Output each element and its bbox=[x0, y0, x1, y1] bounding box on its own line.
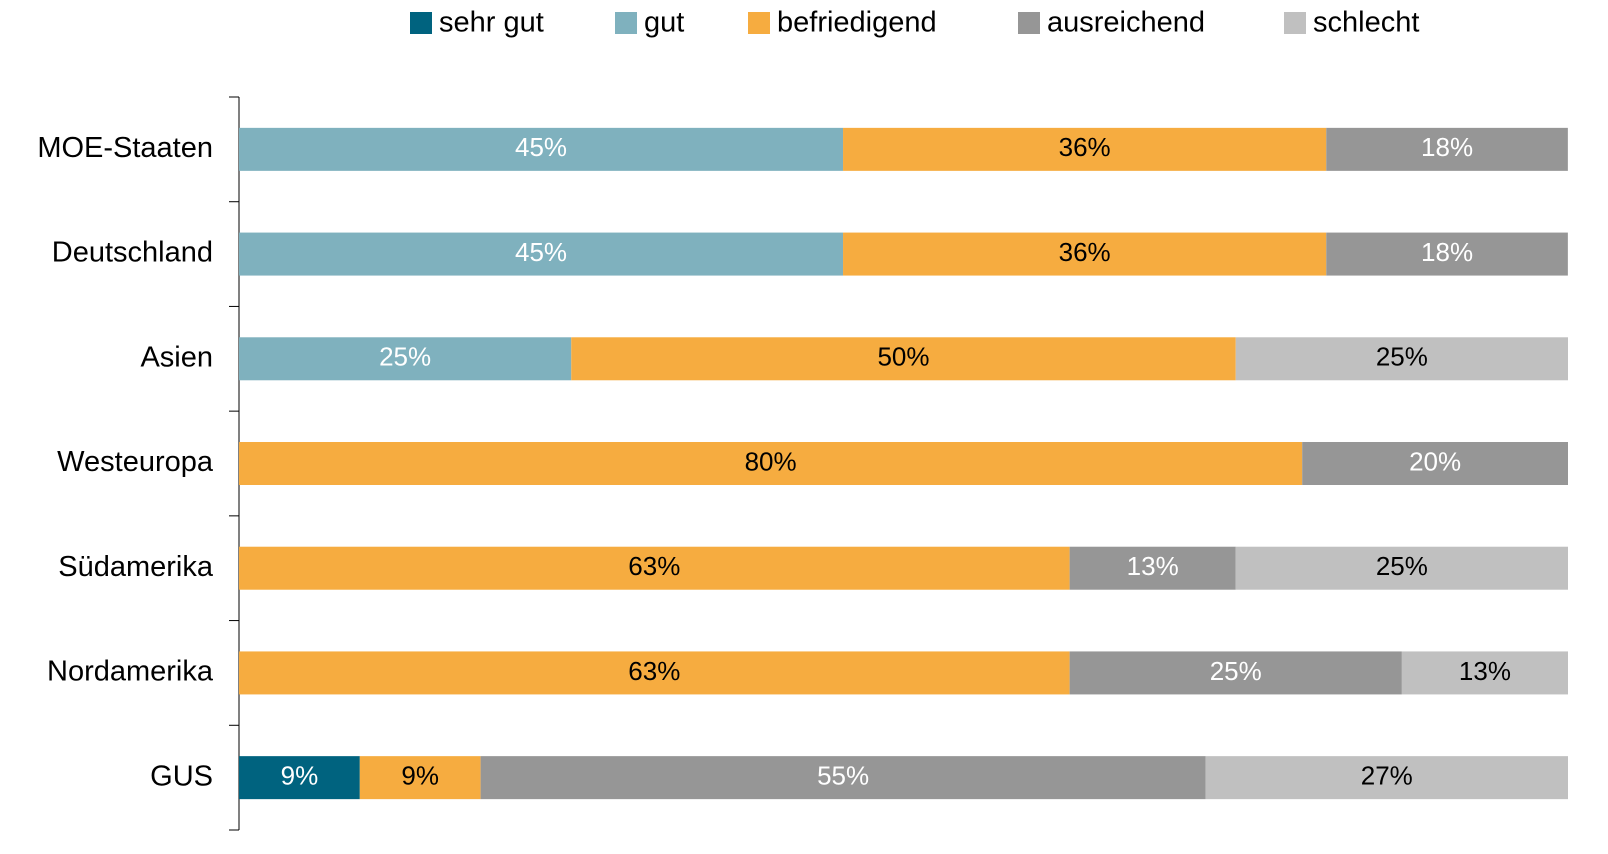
category-label: Westeuropa bbox=[57, 446, 214, 478]
bar-segment bbox=[1326, 127, 1568, 171]
bar-segment bbox=[239, 756, 360, 800]
data-label: 13% bbox=[1459, 656, 1511, 686]
legend-label: gut bbox=[644, 7, 684, 39]
legend-swatch bbox=[410, 12, 432, 34]
legend-label: ausreichend bbox=[1047, 7, 1205, 39]
bar-segment bbox=[1302, 442, 1568, 485]
bar-segment bbox=[239, 127, 844, 171]
data-label: 63% bbox=[628, 551, 680, 581]
category-label: Asien bbox=[140, 341, 213, 373]
data-label: 18% bbox=[1421, 237, 1473, 267]
data-label: 27% bbox=[1361, 761, 1413, 791]
legend-swatch bbox=[748, 12, 770, 34]
data-label: 45% bbox=[515, 132, 567, 162]
bar-segment bbox=[1401, 651, 1568, 695]
bar-segment bbox=[1235, 337, 1568, 381]
bar-segment bbox=[1069, 651, 1402, 695]
bar-segment bbox=[239, 546, 1070, 590]
legend-label: schlecht bbox=[1313, 7, 1419, 39]
data-label: 36% bbox=[1059, 132, 1111, 162]
bar-segment bbox=[1205, 756, 1568, 800]
data-label: 55% bbox=[817, 761, 869, 791]
data-label: 9% bbox=[281, 761, 319, 791]
data-label: 80% bbox=[745, 446, 797, 476]
category-label: Südamerika bbox=[58, 551, 214, 583]
bar-segment bbox=[359, 756, 481, 800]
bar-segment bbox=[239, 232, 844, 276]
legend-swatch bbox=[615, 12, 637, 34]
legend-label: sehr gut bbox=[439, 7, 544, 39]
bar-segment bbox=[843, 232, 1327, 276]
data-label: 25% bbox=[1210, 656, 1262, 686]
legend-label: befriedigend bbox=[777, 7, 937, 39]
category-label: Deutschland bbox=[52, 237, 213, 269]
data-label: 63% bbox=[628, 656, 680, 686]
data-label: 36% bbox=[1059, 237, 1111, 267]
bar-segment bbox=[1069, 546, 1236, 590]
data-label: 45% bbox=[515, 237, 567, 267]
legend-swatch bbox=[1284, 12, 1306, 34]
data-label: 25% bbox=[1376, 551, 1428, 581]
category-label: Nordamerika bbox=[47, 656, 214, 688]
bar-segment bbox=[239, 651, 1070, 695]
data-label: 25% bbox=[379, 342, 431, 372]
data-label: 13% bbox=[1127, 551, 1179, 581]
bar-segment bbox=[1235, 546, 1568, 590]
data-label: 20% bbox=[1409, 446, 1461, 476]
data-label: 18% bbox=[1421, 132, 1473, 162]
bar-segment bbox=[239, 442, 1303, 485]
bar-segment bbox=[571, 337, 1236, 381]
legend-swatch bbox=[1018, 12, 1040, 34]
data-label: 50% bbox=[877, 342, 929, 372]
bar-segment bbox=[480, 756, 1206, 800]
data-label: 9% bbox=[401, 761, 439, 791]
bar-segment bbox=[843, 127, 1327, 171]
data-label: 25% bbox=[1376, 342, 1428, 372]
category-label: GUS bbox=[150, 760, 213, 792]
bar-segment bbox=[1326, 232, 1568, 276]
category-label: MOE-Staaten bbox=[37, 132, 213, 164]
bar-segment bbox=[239, 337, 572, 381]
